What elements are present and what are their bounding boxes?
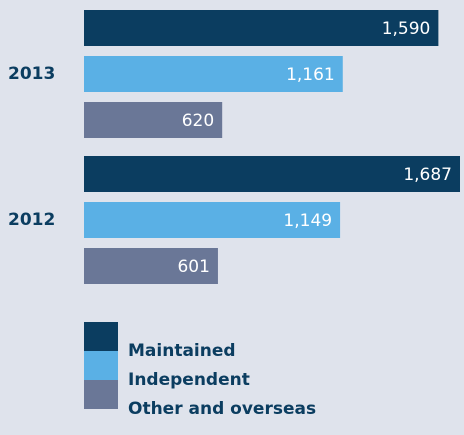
value-label: 1,590	[382, 19, 431, 39]
legend-swatch	[84, 322, 118, 351]
value-label: 1,149	[283, 211, 332, 231]
bar	[84, 10, 439, 46]
value-label: 601	[177, 257, 209, 277]
legend-swatch	[84, 351, 118, 380]
legend-label: Other and overseas	[128, 399, 316, 419]
value-label: 620	[182, 111, 214, 131]
legend-swatch	[84, 380, 118, 409]
bar	[84, 156, 460, 192]
legend-label: Maintained	[128, 341, 236, 361]
bar	[84, 248, 218, 284]
bar	[84, 202, 341, 238]
value-label: 1,161	[286, 65, 335, 85]
value-label: 1,687	[403, 165, 452, 185]
bar	[84, 56, 343, 92]
legend-label: Independent	[128, 370, 250, 390]
bar	[84, 102, 223, 138]
category-label: 2012	[8, 210, 55, 230]
category-label: 2013	[8, 64, 55, 84]
